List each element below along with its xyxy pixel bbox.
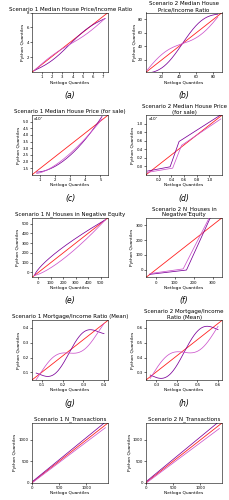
- Text: (f): (f): [180, 296, 188, 306]
- Text: x10⁷: x10⁷: [34, 117, 44, 121]
- Y-axis label: Python Quantiles: Python Quantiles: [14, 434, 17, 472]
- Text: (c): (c): [65, 194, 75, 203]
- Title: Scenario 1 Mortgage/Income Ratio (Mean): Scenario 1 Mortgage/Income Ratio (Mean): [12, 314, 128, 319]
- Y-axis label: Python Quantiles: Python Quantiles: [133, 24, 136, 61]
- X-axis label: Netlogo Quantiles: Netlogo Quantiles: [164, 80, 204, 84]
- X-axis label: Netlogo Quantiles: Netlogo Quantiles: [50, 184, 90, 188]
- X-axis label: Netlogo Quantiles: Netlogo Quantiles: [50, 80, 90, 84]
- X-axis label: Netlogo Quantiles: Netlogo Quantiles: [50, 388, 90, 392]
- Title: Scenario 1 Median House Price/Income Ratio: Scenario 1 Median House Price/Income Rat…: [8, 6, 132, 12]
- Title: Scenario 2 Mortgage/Income Ratio (Mean): Scenario 2 Mortgage/Income Ratio (Mean): [144, 309, 224, 320]
- Y-axis label: Python Quantiles: Python Quantiles: [130, 229, 134, 266]
- Text: x10⁷: x10⁷: [148, 117, 158, 121]
- Y-axis label: Python Quantiles: Python Quantiles: [16, 229, 20, 266]
- X-axis label: Netlogo Quantiles: Netlogo Quantiles: [164, 491, 204, 495]
- Title: Scenario 2 Median House Price (for sale): Scenario 2 Median House Price (for sale): [142, 104, 227, 115]
- Y-axis label: Python Quantiles: Python Quantiles: [21, 24, 25, 61]
- X-axis label: Netlogo Quantiles: Netlogo Quantiles: [164, 184, 204, 188]
- Y-axis label: Python Quantiles: Python Quantiles: [131, 332, 135, 368]
- Title: Scenario 1 N_Houses in Negative Equity: Scenario 1 N_Houses in Negative Equity: [15, 212, 125, 218]
- Text: (e): (e): [65, 296, 75, 306]
- Text: (d): (d): [179, 194, 190, 203]
- Text: (b): (b): [179, 91, 190, 100]
- Title: Scenario 1 Median House Price (for sale): Scenario 1 Median House Price (for sale): [14, 109, 126, 114]
- X-axis label: Netlogo Quantiles: Netlogo Quantiles: [164, 388, 204, 392]
- Y-axis label: Python Quantiles: Python Quantiles: [17, 126, 21, 164]
- Text: (h): (h): [179, 399, 190, 408]
- X-axis label: Netlogo Quantiles: Netlogo Quantiles: [50, 286, 90, 290]
- Title: Scenario 1 N_Transactions: Scenario 1 N_Transactions: [34, 417, 106, 422]
- Title: Scenario 2 N_Houses in Negative Equity: Scenario 2 N_Houses in Negative Equity: [152, 206, 216, 218]
- Title: Scenario 2 Median House Price/Income Ratio: Scenario 2 Median House Price/Income Rat…: [149, 2, 219, 12]
- Title: Scenario 2 N_Transactions: Scenario 2 N_Transactions: [148, 417, 220, 422]
- Y-axis label: Python Quantiles: Python Quantiles: [128, 434, 131, 472]
- Text: (a): (a): [65, 91, 75, 100]
- Text: (g): (g): [65, 399, 76, 408]
- X-axis label: Netlogo Quantiles: Netlogo Quantiles: [50, 491, 90, 495]
- X-axis label: Netlogo Quantiles: Netlogo Quantiles: [164, 286, 204, 290]
- Y-axis label: Python Quantiles: Python Quantiles: [17, 332, 21, 368]
- Y-axis label: Python Quantiles: Python Quantiles: [131, 126, 135, 164]
